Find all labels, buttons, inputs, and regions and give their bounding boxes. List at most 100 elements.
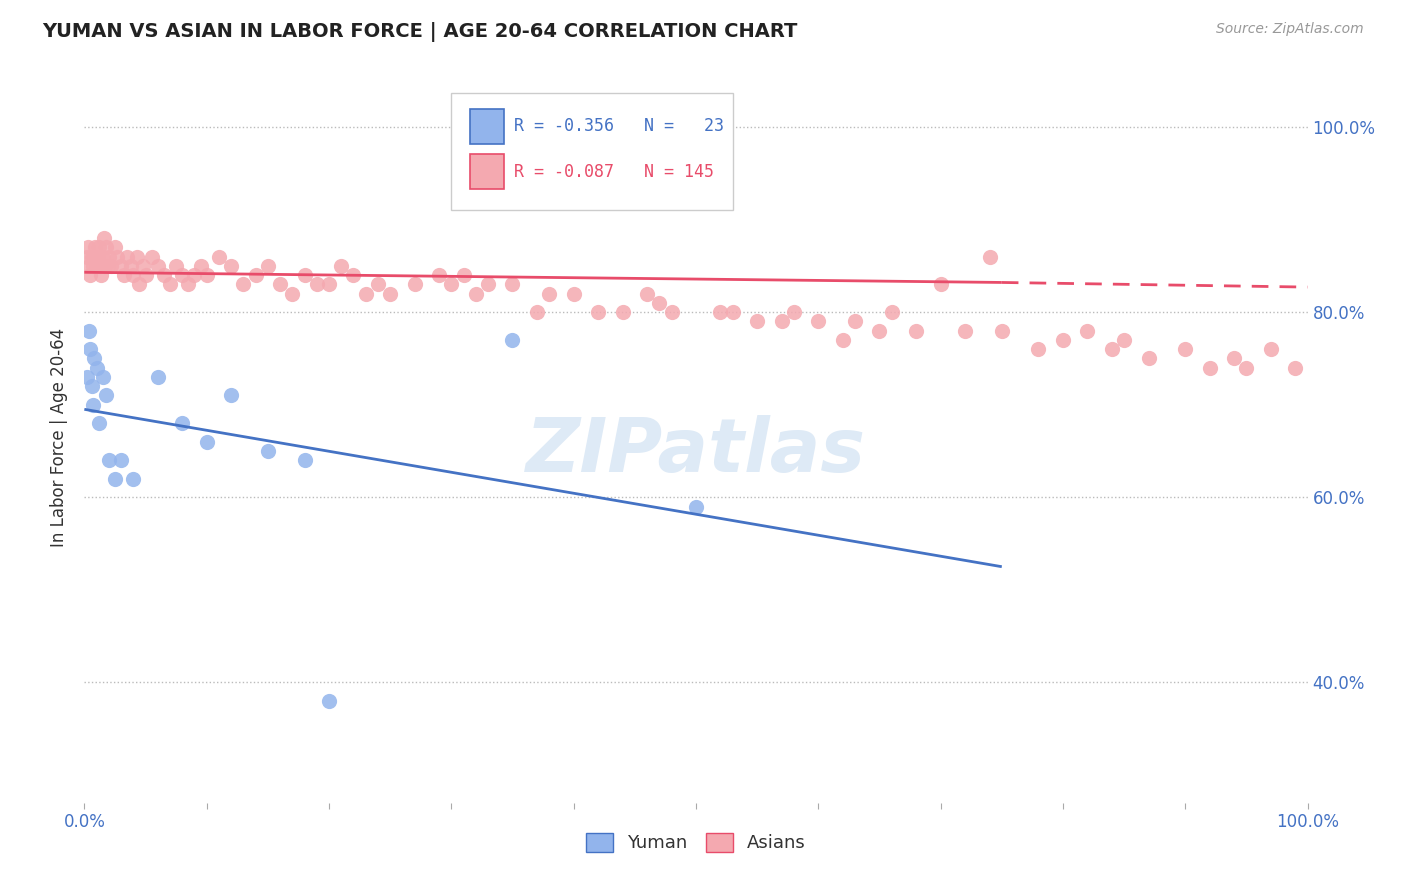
Text: YUMAN VS ASIAN IN LABOR FORCE | AGE 20-64 CORRELATION CHART: YUMAN VS ASIAN IN LABOR FORCE | AGE 20-6… — [42, 22, 797, 42]
Point — [354, 286, 377, 301]
Point — [172, 416, 194, 430]
Point — [257, 259, 280, 273]
Point — [1260, 342, 1282, 356]
Text: ZIPatlas: ZIPatlas — [526, 415, 866, 488]
Point — [122, 268, 145, 282]
Point — [159, 277, 181, 292]
Text: R = -0.356   N =   23: R = -0.356 N = 23 — [513, 117, 724, 136]
Point — [367, 277, 389, 292]
Point — [979, 250, 1001, 264]
Point — [991, 324, 1014, 338]
Point — [1284, 360, 1306, 375]
Point — [219, 259, 242, 273]
Point — [84, 240, 107, 254]
Point — [586, 305, 609, 319]
Point — [342, 268, 364, 282]
Point — [115, 250, 138, 264]
Point — [562, 286, 585, 301]
Point — [648, 295, 671, 310]
Point — [83, 351, 105, 366]
Point — [141, 250, 163, 264]
Point — [1028, 342, 1050, 356]
Y-axis label: In Labor Force | Age 20-64: In Labor Force | Age 20-64 — [51, 327, 69, 547]
Point — [1137, 351, 1160, 366]
Text: R = -0.087   N = 145: R = -0.087 N = 145 — [513, 162, 714, 180]
Point — [100, 259, 122, 273]
Text: Source: ZipAtlas.com: Source: ZipAtlas.com — [1216, 22, 1364, 37]
Point — [294, 453, 316, 467]
Point — [91, 370, 114, 384]
Point — [502, 333, 524, 347]
Point — [79, 342, 101, 356]
Point — [110, 453, 132, 467]
Point — [721, 305, 744, 319]
Point — [953, 324, 976, 338]
Point — [770, 314, 793, 328]
Point — [685, 500, 707, 514]
Point — [464, 286, 486, 301]
Point — [122, 472, 145, 486]
Point — [807, 314, 830, 328]
Point — [79, 268, 101, 282]
Point — [87, 416, 110, 430]
Point — [125, 250, 148, 264]
Point — [269, 277, 291, 292]
Point — [502, 277, 524, 292]
Point — [105, 250, 128, 264]
Point — [294, 268, 316, 282]
Point — [783, 305, 806, 319]
Point — [330, 259, 353, 273]
Point — [177, 277, 200, 292]
Point — [905, 324, 928, 338]
FancyBboxPatch shape — [470, 154, 503, 189]
FancyBboxPatch shape — [470, 109, 503, 144]
Point — [91, 250, 114, 264]
Point — [232, 277, 254, 292]
Point — [104, 240, 127, 254]
Point — [190, 259, 212, 273]
Point — [869, 324, 891, 338]
FancyBboxPatch shape — [451, 94, 733, 211]
Point — [183, 268, 205, 282]
Point — [318, 277, 340, 292]
Point — [83, 250, 105, 264]
Point — [128, 277, 150, 292]
Point — [612, 305, 634, 319]
Point — [146, 259, 169, 273]
Point — [86, 259, 108, 273]
Point — [97, 453, 120, 467]
Point — [89, 259, 111, 273]
Point — [380, 286, 402, 301]
Point — [440, 277, 463, 292]
Point — [747, 314, 769, 328]
Point — [404, 277, 426, 292]
Point — [80, 379, 103, 393]
Point — [82, 398, 104, 412]
Point — [685, 185, 707, 199]
Point — [96, 240, 118, 254]
Point — [880, 305, 903, 319]
Point — [77, 259, 100, 273]
Point — [87, 250, 110, 264]
Point — [661, 305, 683, 319]
Point — [135, 268, 157, 282]
Point — [636, 286, 658, 301]
Point — [165, 259, 187, 273]
Point — [93, 231, 115, 245]
Point — [97, 259, 120, 273]
Point — [195, 268, 218, 282]
Point — [538, 286, 561, 301]
Point — [844, 314, 866, 328]
Point — [281, 286, 304, 301]
Point — [831, 333, 853, 347]
Point — [1114, 333, 1136, 347]
Point — [305, 277, 328, 292]
Point — [132, 259, 155, 273]
Point — [77, 240, 100, 254]
Legend: Yuman, Asians: Yuman, Asians — [579, 826, 813, 860]
Point — [96, 388, 118, 402]
Point — [146, 370, 169, 384]
Point — [1101, 342, 1123, 356]
Point — [257, 444, 280, 458]
Point — [1052, 333, 1074, 347]
